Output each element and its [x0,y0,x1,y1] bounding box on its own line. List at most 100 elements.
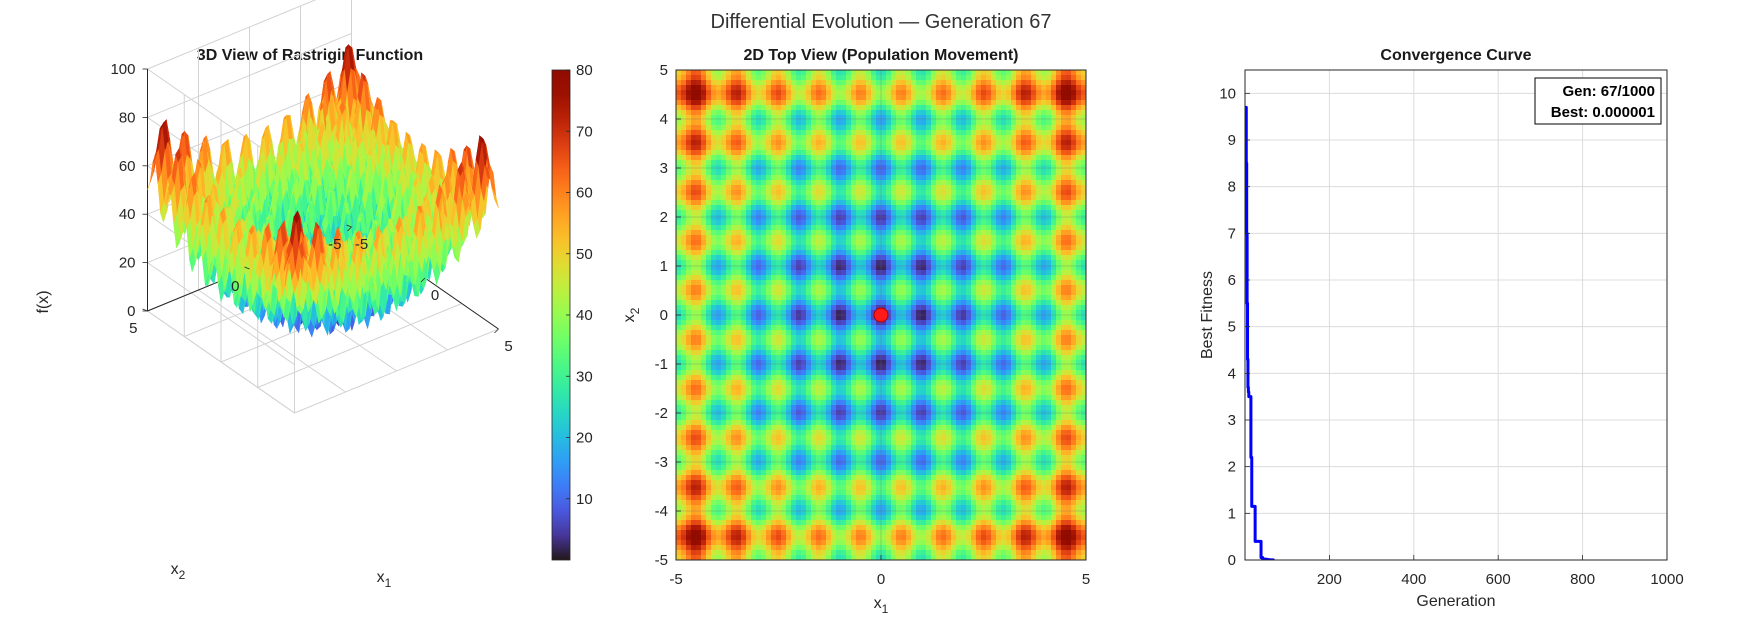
heatmap-cell [806,145,812,151]
heatmap-cell [1056,135,1062,141]
heatmap-cell [1046,150,1052,156]
heatmap-cell [926,160,932,166]
heatmap-cell [886,160,892,166]
heatmap-cell [786,110,792,116]
heatmap-cell [1041,85,1047,91]
heatmap-cell [756,90,762,96]
heatmap-cell [906,75,912,81]
heatmap-cell [871,100,877,106]
heatmap-cell [1066,130,1072,136]
heatmap-cell [941,145,947,151]
heatmap-cell [776,100,782,106]
heatmap-cell [1006,145,1012,151]
heatmap-cell [796,90,802,96]
heatmap-cell [981,105,987,111]
heatmap-cell [1051,170,1057,176]
heatmap-cell [741,170,747,176]
heatmap-cell [1081,75,1086,81]
heatmap-cell [776,135,782,141]
heatmap-cell [716,90,722,96]
heatmap-cell [736,120,742,126]
heatmap-cell [821,100,827,106]
heatmap-cell [716,105,722,111]
heatmap-cell [1011,85,1017,91]
heatmap-cell [871,85,877,91]
heatmap-cell [846,145,852,151]
heatmap-cell [1081,135,1086,141]
heatmap-cell [1021,140,1027,146]
heatmap-cell [866,80,872,86]
heatmap-cell [1051,125,1057,131]
heatmap-cell [806,95,812,101]
heatmap-cell [946,145,952,151]
heatmap-cell [951,105,957,111]
heatmap-cell [756,125,762,131]
heatmap-cell [801,115,807,121]
heatmap-cell [831,150,837,156]
heatmap-cell [1046,155,1052,161]
heatmap-cell [926,120,932,126]
heatmap-cell [1076,80,1082,86]
heatmap-cell [851,120,857,126]
heatmap-cell [901,85,907,91]
heatmap-cell [741,105,747,111]
heatmap-cell [1016,150,1022,156]
heatmap-cell [826,70,832,76]
heatmap-cell [1041,95,1047,101]
heatmap-cell [951,90,957,96]
heatmap-cell [981,125,987,131]
heatmap-cell [936,160,942,166]
heatmap-cell [791,110,797,116]
heatmap-cell [1071,105,1077,111]
heatmap-cell [676,85,682,91]
heatmap-cell [801,145,807,151]
heatmap-cell [701,170,707,176]
heatmap-cell [951,70,957,76]
heatmap-cell [1006,155,1012,161]
heatmap-cell [916,90,922,96]
heatmap-cell [906,100,912,106]
heatmap-cell [1066,145,1072,151]
heatmap-cell [1041,80,1047,86]
heatmap-cell [1031,155,1037,161]
heatmap-cell [846,150,852,156]
heatmap-cell [976,75,982,81]
heatmap-cell [1001,100,1007,106]
heatmap-cell [1026,145,1032,151]
heatmap-cell [696,105,702,111]
heatmap-cell [991,130,997,136]
heatmap-cell [801,110,807,116]
heatmap-cell [726,150,732,156]
heatmap-cell [991,140,997,146]
heatmap-cell [831,140,837,146]
heatmap-cell [926,115,932,121]
heatmap-cell [816,105,822,111]
heatmap-cell [1006,150,1012,156]
heatmap-cell [1061,130,1067,136]
heatmap-cell [916,145,922,151]
heatmap-cell [806,140,812,146]
heatmap-cell [856,150,862,156]
heatmap-cell [781,95,787,101]
heatmap-cell [931,80,937,86]
heatmap-cell [921,115,927,121]
heatmap-cell [736,110,742,116]
heatmap-cell [876,145,882,151]
heatmap-cell [996,110,1002,116]
heatmap-cell [761,70,767,76]
heatmap-cell [971,75,977,81]
heatmap-cell [796,145,802,151]
heatmap-cell [766,80,772,86]
heatmap-cell [836,75,842,81]
heatmap-cell [681,75,687,81]
heatmap-cell [816,100,822,106]
heatmap-cell [966,105,972,111]
heatmap-cell [951,140,957,146]
heatmap-cell [761,75,767,81]
heatmap-cell [961,135,967,141]
heatmap-cell [851,170,857,176]
heatmap-cell [711,110,717,116]
heatmap-cell [1036,95,1042,101]
heatmap-cell [1031,120,1037,126]
heatmap-cell [1011,95,1017,101]
